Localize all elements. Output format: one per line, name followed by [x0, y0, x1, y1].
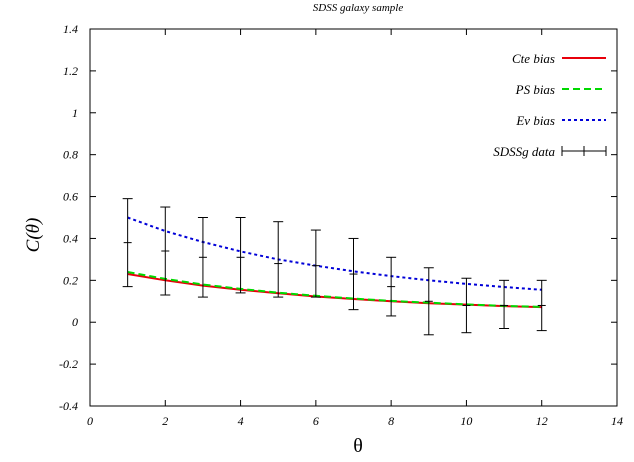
x-tick-label: 0 [87, 414, 93, 428]
x-tick-label: 8 [388, 414, 394, 428]
data-point-errorbar [122, 198, 133, 288]
y-tick-label: 0.6 [63, 190, 78, 204]
error-bars [122, 198, 547, 336]
plot-frame [89, 28, 618, 407]
data-point-errorbar [348, 237, 359, 311]
legend-label: Ev bias [515, 113, 555, 128]
data-point-errorbar [386, 256, 397, 317]
chart-title: SDSS galaxy sample [313, 2, 404, 14]
y-tick-label: 1 [72, 106, 78, 120]
legend-item: SDSSg data [493, 144, 607, 159]
data-point-errorbar [423, 267, 434, 336]
series-line-cte-bias [127, 273, 542, 309]
y-tick-label: 0.8 [63, 148, 78, 162]
x-axis-label: θ [353, 435, 363, 457]
data-point-errorbar [536, 279, 547, 332]
legend-label: PS bias [515, 82, 555, 97]
x-tick-label: 12 [536, 414, 548, 428]
series-lines [127, 216, 542, 309]
y-tick-label: 0.4 [63, 231, 78, 245]
series-line-ps-bias [127, 271, 542, 308]
legend-item: Ev bias [515, 113, 606, 128]
y-axis-label: C(θ) [23, 218, 44, 253]
data-point-errorbar [310, 229, 321, 298]
y-tick-label: 1.4 [63, 22, 78, 36]
y-tick-label: -0.2 [59, 357, 78, 371]
axes-ticks: 0 2 4 6 8 10 12 14 -0.4 -0.2 0 0.2 0.4 0.6 0.8 1 1.2 1.4 [59, 22, 623, 428]
x-tick-label: 6 [313, 414, 319, 428]
y-tick-label: 0.2 [63, 273, 78, 287]
legend-label: Cte bias [512, 51, 555, 66]
legend-item: PS bias [515, 82, 606, 97]
data-point-errorbar [197, 217, 208, 298]
data-point-errorbar [461, 277, 472, 334]
data-point-errorbar [499, 279, 510, 330]
legend-item: Cte bias [512, 51, 606, 66]
legend: Cte bias PS bias Ev bias SDSSg data [493, 51, 607, 159]
x-tick-label: 10 [460, 414, 472, 428]
data-point-errorbar [160, 206, 171, 296]
data-point-errorbar [273, 221, 284, 298]
y-tick-label: -0.4 [59, 399, 78, 413]
legend-label: SDSSg data [493, 144, 555, 159]
series-line-ev-bias [127, 216, 542, 291]
y-tick-label: 0 [72, 315, 78, 329]
x-tick-label: 2 [162, 414, 168, 428]
data-point-errorbar [235, 217, 246, 294]
x-tick-label: 14 [611, 414, 623, 428]
y-tick-label: 1.2 [63, 64, 78, 78]
x-tick-label: 4 [238, 414, 244, 428]
